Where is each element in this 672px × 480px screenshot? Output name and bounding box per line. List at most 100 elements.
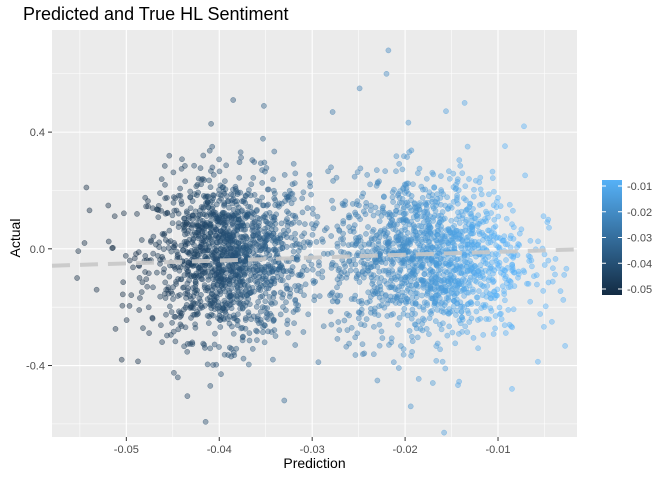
data-point — [143, 203, 149, 210]
data-point — [281, 172, 288, 178]
data-point — [200, 340, 207, 347]
data-point — [396, 235, 402, 242]
data-point — [178, 310, 185, 317]
data-point — [329, 298, 336, 305]
data-point — [278, 220, 285, 227]
data-point — [216, 197, 223, 204]
data-point — [362, 211, 369, 218]
data-point — [271, 187, 277, 194]
data-point — [452, 340, 459, 347]
data-point — [370, 226, 377, 233]
data-point — [195, 300, 202, 307]
data-point — [363, 231, 369, 237]
data-point — [379, 245, 386, 251]
data-point — [510, 266, 516, 273]
data-point — [217, 239, 223, 245]
data-point — [276, 264, 283, 271]
data-point — [280, 232, 287, 239]
data-point — [465, 289, 472, 296]
data-point — [378, 290, 385, 297]
data-point — [211, 306, 218, 312]
data-point — [271, 148, 278, 155]
data-point — [184, 268, 191, 275]
data-point — [184, 348, 191, 355]
data-point — [389, 194, 396, 201]
data-point — [254, 328, 260, 335]
data-point — [385, 248, 392, 255]
data-point — [480, 302, 487, 308]
data-point — [192, 208, 199, 215]
data-point — [415, 376, 422, 382]
data-point — [552, 271, 558, 278]
data-point — [130, 264, 136, 271]
data-point — [404, 202, 411, 209]
data-point — [265, 186, 272, 193]
data-point — [371, 323, 377, 330]
data-point — [195, 235, 202, 242]
y-tick-label: 0.0 — [30, 244, 45, 256]
data-point — [122, 252, 129, 259]
data-point — [257, 243, 264, 250]
data-point — [158, 176, 165, 182]
data-point — [247, 204, 254, 210]
data-point — [135, 358, 141, 365]
data-point — [427, 283, 434, 290]
data-point — [562, 343, 568, 349]
data-point — [563, 265, 570, 272]
data-point — [277, 311, 284, 318]
data-point — [260, 202, 267, 209]
data-point — [270, 316, 277, 323]
data-point — [187, 194, 194, 200]
data-point — [296, 219, 303, 226]
data-point — [111, 213, 118, 220]
data-point — [208, 168, 214, 174]
data-point — [300, 189, 307, 196]
data-point — [198, 276, 205, 282]
data-point — [352, 292, 359, 299]
data-point — [398, 283, 405, 289]
data-point — [441, 429, 447, 436]
data-point — [405, 119, 412, 126]
data-point — [480, 258, 487, 264]
data-point — [119, 302, 126, 309]
data-point — [499, 283, 506, 290]
data-point — [390, 240, 396, 247]
data-point — [184, 271, 191, 278]
data-point — [162, 279, 169, 286]
data-point — [319, 274, 326, 281]
data-point — [401, 243, 408, 249]
data-point — [193, 290, 200, 297]
data-point — [429, 169, 436, 176]
data-point — [256, 284, 263, 291]
data-point — [336, 280, 343, 286]
data-point — [150, 250, 157, 257]
data-point — [466, 241, 472, 248]
data-point — [185, 240, 191, 247]
data-point — [409, 349, 415, 355]
data-point — [329, 109, 336, 115]
data-point — [478, 267, 485, 273]
data-point — [279, 277, 286, 284]
data-point — [294, 306, 301, 313]
data-point — [460, 269, 467, 275]
data-point — [404, 154, 410, 160]
data-point — [356, 85, 363, 92]
data-point — [260, 324, 266, 331]
data-point — [438, 300, 444, 307]
data-point — [515, 274, 521, 281]
data-point — [449, 329, 456, 336]
data-point — [211, 341, 218, 348]
data-point — [243, 212, 250, 219]
data-point — [261, 339, 268, 346]
data-point — [242, 315, 249, 321]
data-point — [299, 195, 306, 202]
data-point — [531, 273, 537, 280]
data-point — [535, 358, 541, 365]
data-point — [446, 268, 453, 274]
data-point — [262, 225, 268, 232]
data-point — [363, 316, 370, 322]
data-point — [422, 223, 429, 230]
data-point — [201, 220, 208, 227]
data-point — [379, 335, 386, 341]
data-point — [163, 311, 169, 318]
